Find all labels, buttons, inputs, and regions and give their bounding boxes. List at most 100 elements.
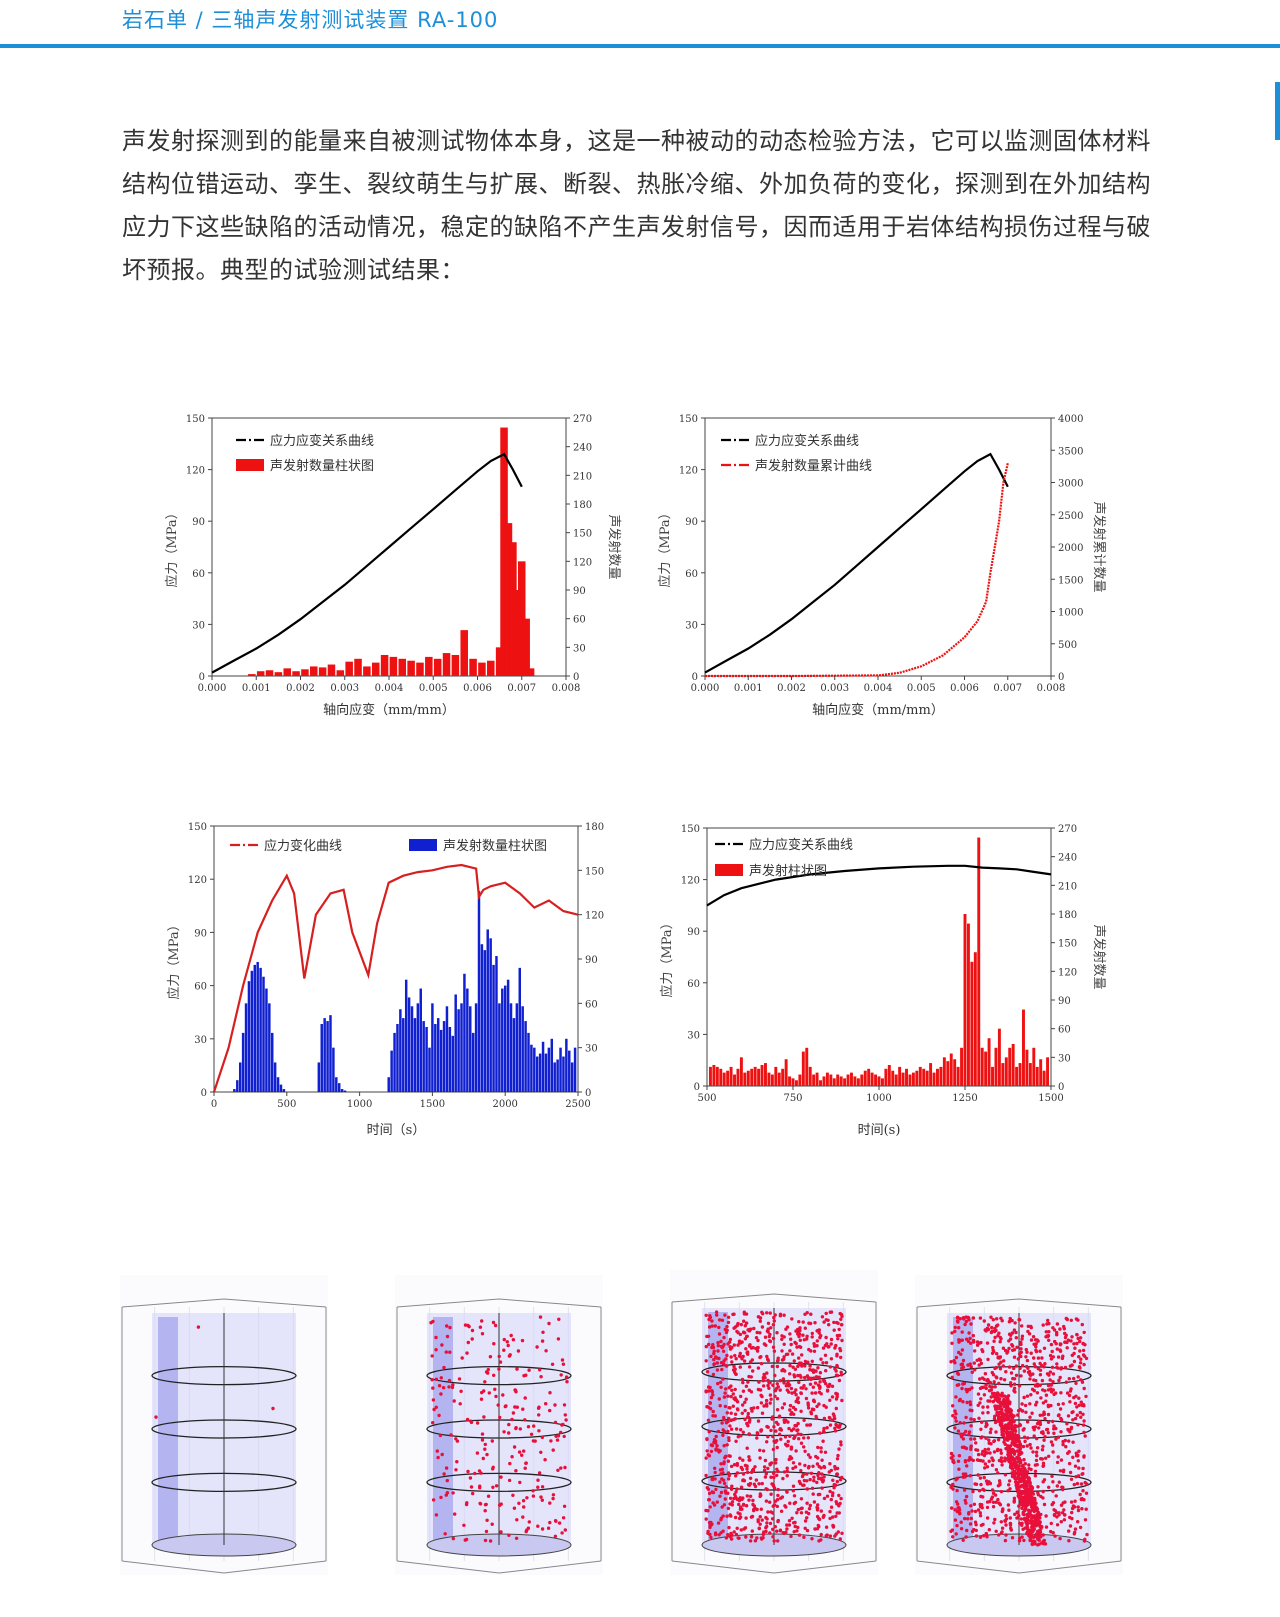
ae-event-point [715,1368,720,1372]
ae-event-point [1024,1488,1028,1492]
bar [547,1047,551,1092]
y2-tick-label: 180 [1058,910,1077,921]
ae-event-point [1040,1363,1044,1368]
frame-top [396,1298,602,1308]
ae-event-point [710,1390,715,1394]
ae-event-point [999,1377,1003,1381]
ae-event-point [975,1358,979,1362]
ae-event-point [1054,1494,1058,1498]
ae-event-point [812,1342,816,1346]
y2-tick-label: 3000 [1058,479,1083,490]
bar [320,1024,323,1092]
ae-event-point [954,1412,958,1416]
ae-event-point [757,1315,761,1319]
ae-event-point [1028,1377,1032,1381]
ae-event-point [818,1492,822,1497]
ae-event-point [1016,1413,1020,1417]
ae-event-point [833,1429,838,1433]
ae-event-point [1024,1480,1028,1484]
ae-event-point [969,1504,973,1508]
ae-event-point [430,1378,434,1382]
ae-event-point [536,1524,540,1528]
ae-event-point [787,1426,791,1431]
ae-event-point [1019,1374,1023,1378]
bar [527,1032,530,1092]
ae-event-point [1010,1463,1014,1467]
ae-event-point [747,1432,752,1437]
ae-event-point [997,1479,1002,1483]
ae-event-point [961,1538,965,1542]
bar [442,1021,446,1092]
ae-event-point [771,1383,775,1387]
ae-event-point [790,1516,794,1520]
ae-event-point [710,1522,714,1526]
ae-event-point [1015,1345,1019,1349]
bar [932,1072,936,1086]
ae-event-point [971,1333,975,1338]
y-tick-label: 150 [186,414,205,425]
ae-event-point [1076,1474,1081,1478]
legend-label: 声发射柱状图 [749,863,827,879]
ae-event-point [816,1445,820,1450]
ae-event-point [803,1519,808,1523]
ae-event-point [548,1501,552,1505]
ae-event-point [821,1361,825,1365]
ae-event-point [778,1427,783,1431]
ae-event-point [442,1365,446,1370]
bar [977,837,981,1086]
y-tick-label: 30 [687,1030,700,1041]
ae-event-point [731,1404,735,1408]
ae-event-point [1049,1521,1053,1526]
ae-event-point [765,1371,769,1375]
bar [335,1077,338,1092]
x-tick-label: 0.004 [375,683,404,694]
ae-event-point [833,1416,837,1421]
ae-event-point [980,1420,984,1424]
y-tick-label: 60 [685,569,698,580]
ae-event-point [802,1483,806,1487]
y2-tick-label: 30 [585,1044,598,1055]
ae-event-point [1067,1450,1071,1454]
ae-event-point [740,1411,744,1415]
ae-event-point [754,1336,759,1340]
ae-event-point [431,1398,436,1402]
bar [960,1047,964,1086]
intro-paragraph: 声发射探测到的能量来自被测试物体本身，这是一种被动的动态检验方法，它可以监测固体… [122,127,1151,284]
ae-event-point [480,1438,485,1442]
ae-event-point [772,1425,776,1429]
ae-event-point [480,1432,485,1436]
bar [492,964,495,1092]
bar [504,523,513,676]
ae-event-point [771,1511,775,1515]
ae-event-point [557,1317,561,1321]
ae-event-point [772,1319,776,1323]
ae-event-point [720,1477,724,1481]
ae-event-point [1055,1333,1059,1337]
ae-event-point [1007,1346,1011,1351]
bar [478,662,486,676]
ae-event-point [1078,1349,1082,1353]
ae-event-point [818,1335,822,1340]
ae-event-point [462,1523,466,1527]
series-line [212,863,579,1093]
ae-event-point [974,1441,978,1445]
ae-event-point [1067,1393,1072,1398]
ae-event-point [1036,1485,1040,1489]
ae-event-point [1035,1446,1040,1450]
ae-event-point [741,1430,745,1434]
legend-bar-swatch [715,864,743,876]
ae-event-point [996,1471,1000,1475]
bar [521,1006,524,1092]
ae-event-point [1044,1456,1048,1460]
y-axis-label: 应力（MPa） [164,506,180,587]
ae-event-point [772,1539,776,1543]
ae-event-point [993,1414,997,1418]
ae-event-point [831,1491,835,1495]
ae-event-point [988,1399,992,1403]
ae-event-point [955,1523,959,1528]
bar [1032,1047,1036,1086]
ae-event-point [744,1516,748,1520]
ae-event-point [537,1413,541,1417]
ae-event-point [805,1528,810,1533]
ae-event-point [1042,1478,1047,1482]
